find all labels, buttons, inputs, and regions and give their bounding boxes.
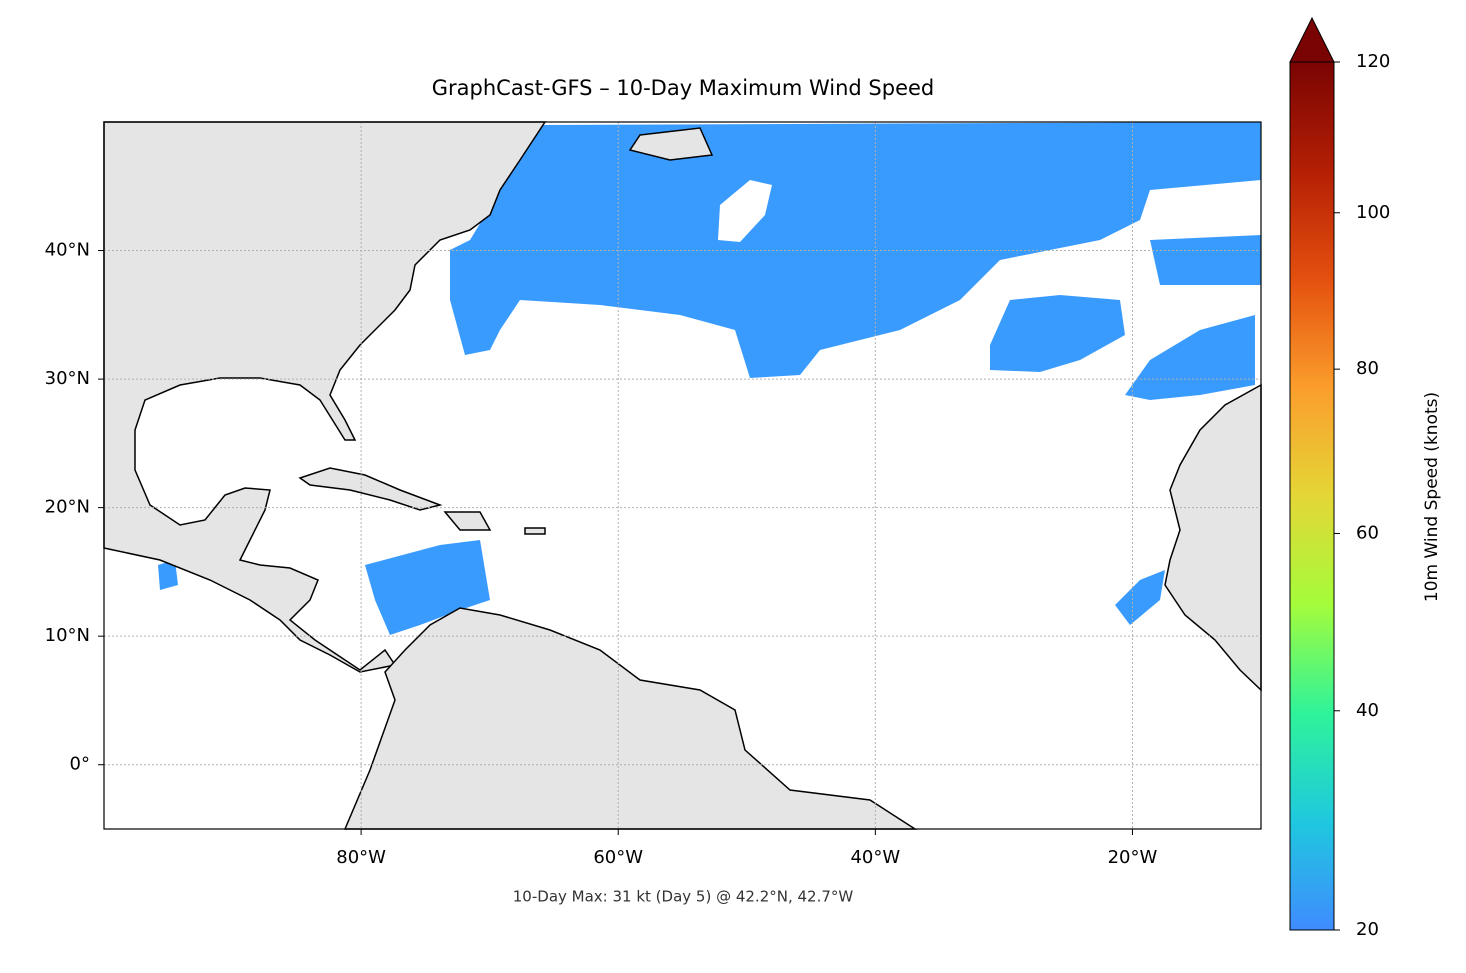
wind-region (450, 122, 1261, 378)
wind-region (1115, 570, 1165, 625)
map-frame (103, 121, 1262, 830)
wind-region (158, 560, 178, 590)
map-area (103, 121, 1262, 830)
wind-region (1150, 235, 1261, 285)
colorbar (1289, 61, 1335, 931)
x-tick-label: 40°W (850, 847, 900, 868)
land-south-america (343, 607, 918, 830)
colorbar-tick-label: 60 (1356, 522, 1379, 543)
land-north-america (103, 121, 547, 673)
land-africa (1164, 383, 1262, 692)
y-tick-label: 20°N (45, 497, 90, 518)
wind-gap (718, 180, 772, 242)
colorbar-tick-label: 20 (1356, 919, 1379, 940)
y-tick-label: 0° (70, 754, 90, 775)
y-tick-label: 40°N (45, 240, 90, 261)
wind-region (990, 295, 1125, 372)
colorbar-label: 10m Wind Speed (knots) (1422, 392, 1442, 602)
annotation: 10-Day Max: 31 kt (Day 5) @ 42.2°N, 42.7… (513, 888, 854, 906)
chart-title: GraphCast-GFS – 10-Day Maximum Wind Spee… (432, 76, 935, 100)
axes (98, 122, 1261, 835)
y-tick-label: 10°N (45, 625, 90, 646)
colorbar-tick-label: 80 (1356, 358, 1379, 379)
x-tick-label: 80°W (336, 847, 386, 868)
colorbar-tick-label: 40 (1356, 700, 1379, 721)
x-tick-label: 60°W (593, 847, 643, 868)
colorbar-tick-label: 120 (1356, 51, 1390, 72)
x-tick-label: 20°W (1108, 847, 1158, 868)
colorbar-tick-label: 100 (1356, 202, 1390, 223)
y-tick-label: 30°N (45, 368, 90, 389)
land-hispaniola (443, 511, 492, 531)
land-newfoundland (628, 127, 714, 161)
land-puerto-rico (524, 527, 546, 535)
colorbar-extend (1289, 16, 1335, 63)
wind-region (365, 540, 490, 635)
